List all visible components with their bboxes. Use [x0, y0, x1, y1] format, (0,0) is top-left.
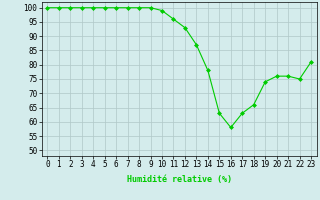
X-axis label: Humidité relative (%): Humidité relative (%): [127, 175, 232, 184]
